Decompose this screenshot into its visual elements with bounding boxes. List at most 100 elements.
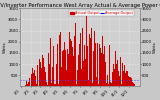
- Bar: [90, 38, 91, 86]
- Bar: [75, 84, 76, 86]
- Bar: [25, 85, 26, 86]
- Bar: [117, 60, 118, 86]
- Bar: [83, 61, 84, 86]
- Bar: [73, 56, 74, 86]
- Bar: [89, 34, 90, 86]
- Bar: [61, 67, 62, 86]
- Bar: [99, 44, 100, 86]
- Bar: [74, 21, 75, 86]
- Bar: [126, 70, 127, 86]
- Bar: [96, 40, 97, 86]
- Bar: [45, 72, 46, 86]
- Bar: [124, 65, 125, 86]
- Bar: [62, 51, 63, 86]
- Bar: [58, 84, 59, 86]
- Bar: [85, 54, 86, 86]
- Bar: [115, 51, 116, 86]
- Bar: [118, 71, 119, 86]
- Bar: [109, 45, 110, 86]
- Bar: [113, 64, 114, 86]
- Bar: [92, 83, 93, 86]
- Bar: [101, 53, 102, 86]
- Bar: [44, 67, 45, 86]
- Bar: [47, 85, 48, 86]
- Bar: [88, 80, 89, 86]
- Bar: [102, 36, 103, 86]
- Bar: [51, 84, 52, 86]
- Bar: [110, 82, 111, 86]
- Bar: [40, 62, 41, 86]
- Bar: [77, 70, 78, 86]
- Bar: [123, 71, 124, 86]
- Bar: [80, 33, 81, 86]
- Bar: [128, 76, 129, 86]
- Title: Solar PV/Inverter Performance West Array Actual & Average Power Output: Solar PV/Inverter Performance West Array…: [0, 3, 160, 8]
- Bar: [35, 76, 36, 86]
- Bar: [86, 16, 87, 86]
- Bar: [84, 23, 85, 86]
- Bar: [43, 58, 44, 86]
- Bar: [104, 46, 105, 86]
- Bar: [76, 84, 77, 86]
- Bar: [55, 84, 56, 86]
- Bar: [108, 84, 109, 86]
- Bar: [66, 70, 67, 86]
- Bar: [59, 35, 60, 86]
- Bar: [129, 77, 130, 86]
- Bar: [34, 70, 35, 86]
- Bar: [54, 84, 55, 86]
- Bar: [134, 84, 135, 86]
- Bar: [87, 37, 88, 86]
- Bar: [111, 83, 112, 86]
- Bar: [27, 84, 28, 86]
- Bar: [112, 72, 113, 86]
- Bar: [114, 69, 115, 86]
- Bar: [36, 84, 37, 86]
- Bar: [65, 50, 66, 86]
- Bar: [29, 78, 30, 86]
- Bar: [132, 82, 133, 86]
- Bar: [72, 34, 73, 86]
- Bar: [107, 74, 108, 86]
- Bar: [119, 76, 120, 86]
- Legend: Actual Output, Average Output: Actual Output, Average Output: [69, 10, 134, 16]
- Bar: [32, 68, 33, 86]
- Bar: [41, 68, 42, 86]
- Bar: [103, 54, 104, 86]
- Bar: [46, 82, 47, 86]
- Bar: [71, 40, 72, 86]
- Bar: [70, 39, 71, 86]
- Bar: [106, 83, 107, 86]
- Bar: [26, 81, 27, 86]
- Bar: [95, 43, 96, 86]
- Bar: [50, 38, 51, 86]
- Bar: [37, 65, 38, 86]
- Bar: [67, 49, 68, 86]
- Y-axis label: Watts: Watts: [153, 41, 157, 53]
- Bar: [69, 32, 70, 86]
- Bar: [97, 44, 98, 86]
- Y-axis label: Watts: Watts: [3, 41, 7, 53]
- Bar: [57, 44, 58, 86]
- Bar: [60, 32, 61, 86]
- Bar: [68, 54, 69, 86]
- Bar: [120, 57, 121, 86]
- Bar: [53, 46, 54, 86]
- Bar: [81, 69, 82, 86]
- Bar: [127, 71, 128, 86]
- Bar: [64, 42, 65, 86]
- Bar: [78, 55, 79, 86]
- Bar: [105, 62, 106, 86]
- Bar: [52, 67, 53, 86]
- Bar: [82, 28, 83, 86]
- Bar: [31, 74, 32, 86]
- Bar: [48, 53, 49, 86]
- Bar: [56, 64, 57, 86]
- Bar: [94, 31, 95, 86]
- Bar: [98, 84, 99, 86]
- Bar: [39, 59, 40, 86]
- Bar: [133, 83, 134, 86]
- Bar: [93, 51, 94, 86]
- Bar: [63, 64, 64, 86]
- Bar: [28, 82, 29, 86]
